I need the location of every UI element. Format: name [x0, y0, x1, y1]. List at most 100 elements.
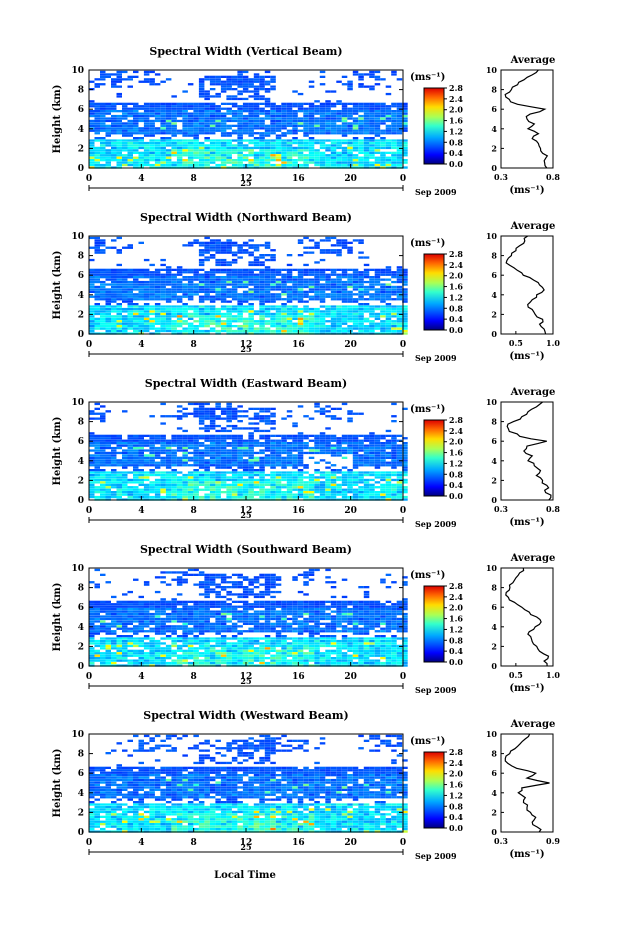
heatmap-cell: [143, 283, 150, 286]
heatmap-cell: [127, 293, 133, 296]
heatmap-cell: [352, 129, 359, 132]
heatmap-cell: [314, 100, 320, 103]
heatmap-cell: [264, 132, 271, 135]
heatmap-cell: [149, 144, 155, 147]
heatmap-cell: [215, 112, 221, 115]
heatmap-cell: [220, 283, 227, 286]
heatmap-cell: [220, 119, 227, 123]
heatmap-cell: [259, 78, 265, 81]
heatmap-cell: [396, 163, 403, 167]
heatmap-cell: [154, 285, 161, 289]
heatmap-cell: [363, 456, 370, 459]
heatmap-cell: [105, 273, 111, 276]
heatmap-cell: [127, 122, 133, 125]
heatmap-cell: [363, 85, 370, 88]
heatmap-cell: [242, 144, 249, 147]
heatmap-cell: [160, 415, 166, 418]
heatmap-cell: [149, 488, 155, 491]
heatmap-cell: [215, 288, 221, 291]
heatmap-cell: [270, 427, 276, 430]
heatmap-cell: [308, 325, 315, 328]
heatmap-cell: [330, 154, 337, 157]
heatmap-cell: [281, 290, 287, 293]
heatmap-cell: [198, 114, 205, 118]
heatmap-cell: [281, 283, 287, 286]
heatmap-cell: [176, 442, 183, 445]
heatmap-cell: [154, 141, 161, 145]
heatmap-cell: [204, 241, 210, 244]
heatmap-cell: [127, 271, 133, 274]
heatmap-cell: [100, 476, 106, 479]
heatmap-cell: [220, 410, 227, 413]
heatmap-cell: [220, 90, 227, 93]
heatmap-cell: [330, 476, 337, 479]
heatmap-cell: [116, 161, 122, 164]
heatmap-cell: [204, 495, 210, 499]
heatmap-cell: [231, 117, 238, 120]
heatmap-cell: [237, 466, 243, 469]
heatmap-cell: [358, 327, 364, 330]
heatmap-cell: [325, 107, 331, 110]
heatmap-cell: [281, 105, 287, 108]
heatmap-cell: [116, 263, 122, 267]
heatmap-cell: [336, 110, 342, 113]
heatmap-cell: [204, 244, 210, 247]
heatmap-cell: [319, 317, 326, 320]
chart-title: Spectral Width (Vertical Beam): [149, 45, 342, 58]
heatmap-cell: [297, 285, 304, 289]
heatmap-cell: [160, 112, 166, 115]
heatmap-cell: [122, 315, 128, 318]
heatmap-cell: [253, 478, 260, 482]
heatmap-cell: [94, 486, 100, 489]
heatmap-cell: [220, 325, 227, 328]
heatmap-cell: [204, 159, 210, 162]
heatmap-cell: [396, 117, 403, 120]
heatmap-cell: [204, 661, 210, 665]
heatmap-cell: [122, 449, 128, 452]
heatmap-cell: [193, 144, 199, 147]
heatmap-cell: [94, 122, 100, 125]
heatmap-cell: [363, 273, 370, 276]
heatmap-cell: [100, 495, 106, 499]
heatmap-cell: [209, 141, 216, 145]
heatmap-cell: [308, 486, 315, 489]
heatmap-cell: [281, 473, 287, 477]
heatmap-cell: [116, 117, 122, 120]
heatmap-cell: [176, 139, 183, 142]
heatmap-cell: [402, 491, 408, 494]
heatmap-cell: [248, 446, 254, 450]
heatmap-cell: [275, 110, 282, 113]
average-y-tick-label: 0: [491, 163, 497, 173]
heatmap-cell: [154, 271, 161, 274]
heatmap-cell: [215, 446, 221, 450]
heatmap-cell: [352, 307, 359, 311]
heatmap-cell: [402, 107, 408, 110]
heatmap-cell: [94, 454, 100, 457]
heatmap-cell: [336, 659, 342, 662]
heatmap-cell: [209, 437, 216, 440]
heatmap-cell: [215, 244, 221, 247]
heatmap-cell: [369, 144, 375, 147]
heatmap-cell: [111, 478, 117, 482]
heatmap-cell: [391, 478, 397, 482]
heatmap-cell: [308, 310, 315, 313]
heatmap-cell: [275, 481, 282, 484]
heatmap-cell: [396, 102, 403, 105]
heatmap-cell: [154, 139, 161, 142]
heatmap-cell: [160, 122, 166, 125]
heatmap-cell: [165, 486, 172, 489]
heatmap-cell: [363, 112, 370, 115]
heatmap-cell: [94, 464, 100, 467]
heatmap-cell: [133, 285, 139, 289]
heatmap-cell: [264, 151, 271, 154]
heatmap-cell: [391, 151, 397, 154]
heatmap-cell: [270, 107, 276, 110]
heatmap-cell: [363, 102, 370, 105]
heatmap-cell: [396, 110, 403, 113]
heatmap-cell: [264, 129, 271, 132]
heatmap-cell: [116, 122, 122, 125]
heatmap-cell: [314, 151, 320, 154]
heatmap-cell: [105, 73, 111, 76]
heatmap-cell: [143, 288, 150, 291]
heatmap-cell: [100, 459, 106, 462]
